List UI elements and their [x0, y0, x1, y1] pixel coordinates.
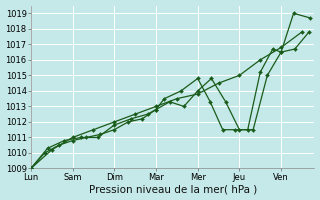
X-axis label: Pression niveau de la mer( hPa ): Pression niveau de la mer( hPa ): [89, 184, 257, 194]
